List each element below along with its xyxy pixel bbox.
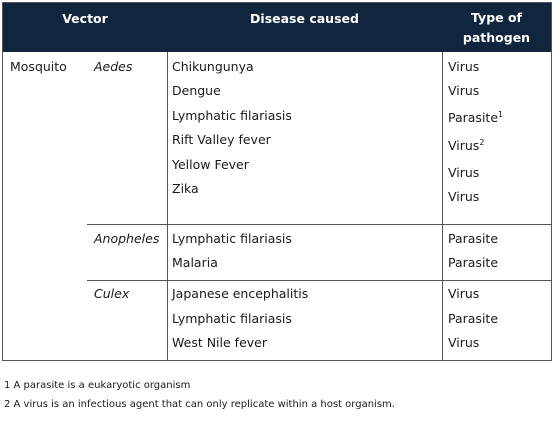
disease-cell: Rift Valley fever [172, 132, 271, 147]
disease-cell: Chikungunya [172, 59, 254, 74]
genus-cell: Culex [94, 286, 130, 301]
pathogen-cell: Virus [448, 286, 480, 301]
header-vector: Vector [62, 11, 108, 26]
footnote-ref: 1 [498, 109, 504, 119]
pathogen-cell: Virus [448, 165, 480, 180]
disease-cell: Yellow Fever [172, 157, 249, 172]
header-pathogen: Type of pathogen [442, 3, 551, 52]
pathogen-cell: Virus [448, 59, 480, 74]
pathogen-cell: Virus2 [448, 138, 484, 153]
disease-cell: Dengue [172, 83, 221, 98]
pathogen-cell: Parasite [448, 311, 499, 326]
disease-cell: Zika [172, 181, 199, 196]
vector-disease-table: Vector Disease caused Type of pathogen M… [2, 2, 552, 361]
disease-cell: Lymphatic filariasis [172, 231, 292, 246]
pathogen-cell: Parasite [448, 255, 499, 270]
disease-cell: Lymphatic filariasis [172, 108, 292, 123]
disease-cell: Malaria [172, 255, 218, 270]
table-header: Vector Disease caused Type of pathogen [3, 3, 551, 52]
genus-cell: Anopheles [94, 231, 160, 246]
header-pathogen-line2: pathogen [462, 30, 531, 45]
divider-col-disease [167, 52, 168, 360]
pathogen-label: Virus [448, 138, 480, 153]
pathogen-label: Parasite [448, 110, 499, 125]
disease-cell: Japanese encephalitis [172, 286, 309, 301]
footnote-1: 1 A parasite is a eukaryotic organism [4, 380, 191, 391]
vector-cell: Mosquito [10, 59, 67, 74]
disease-cell: West Nile fever [172, 335, 267, 350]
header-pathogen-line1: Type of [471, 10, 522, 25]
footnote-ref: 2 [479, 137, 485, 147]
disease-cell: Lymphatic filariasis [172, 311, 292, 326]
footnote-2: 2 A virus is an infectious agent that ca… [4, 399, 395, 410]
divider-row-culex [87, 280, 551, 281]
divider-row-anopheles [87, 224, 551, 225]
pathogen-cell: Virus [448, 335, 480, 350]
pathogen-cell: Parasite1 [448, 110, 503, 125]
divider-col-pathogen [442, 52, 443, 360]
pathogen-cell: Virus [448, 189, 480, 204]
pathogen-cell: Parasite [448, 231, 499, 246]
genus-cell: Aedes [94, 59, 133, 74]
header-disease: Disease caused [250, 11, 359, 26]
pathogen-cell: Virus [448, 83, 480, 98]
